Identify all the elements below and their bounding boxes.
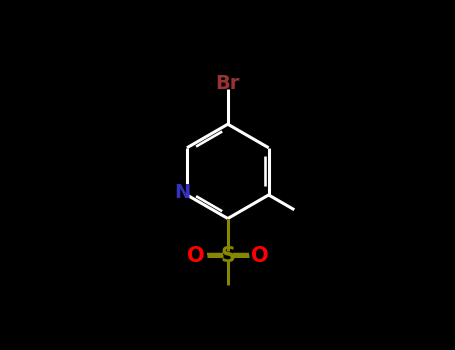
Text: O: O: [187, 246, 205, 266]
Text: S: S: [220, 246, 235, 266]
Text: Br: Br: [216, 74, 240, 93]
Text: O: O: [251, 246, 268, 266]
Text: N: N: [174, 183, 190, 202]
